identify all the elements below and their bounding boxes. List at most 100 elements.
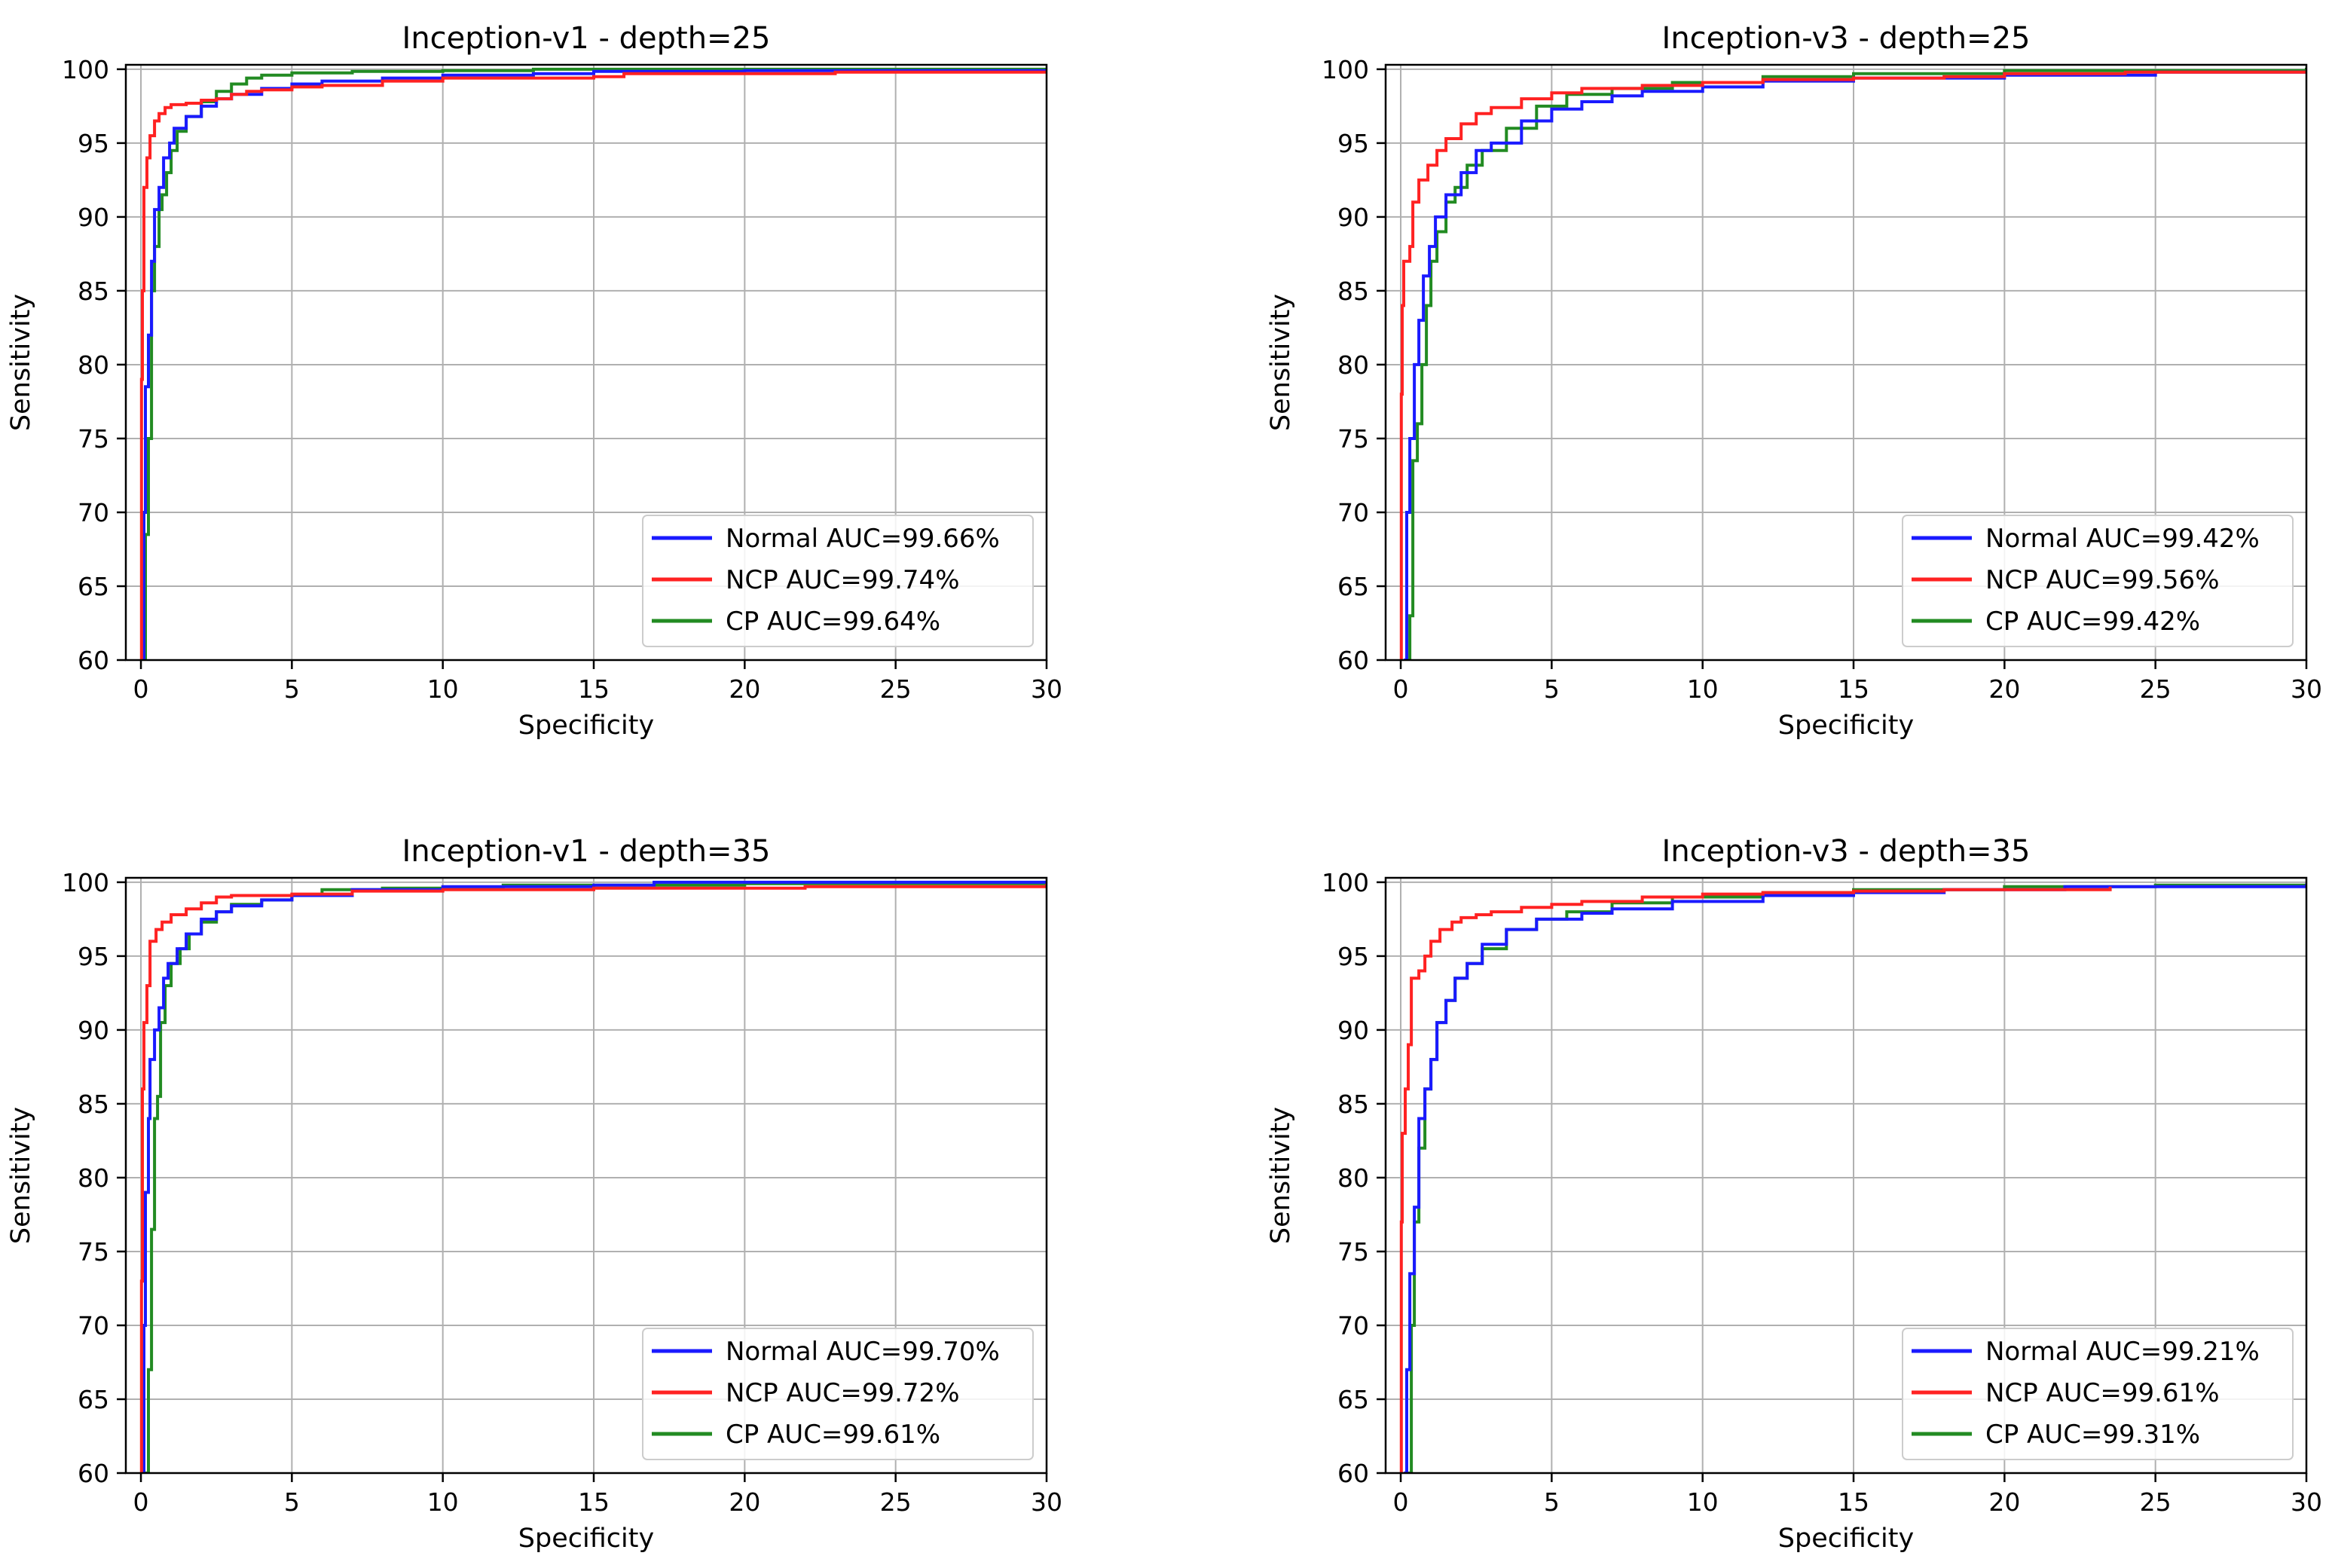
x-tick-label: 25 <box>2140 1487 2172 1517</box>
legend-label-normal: Normal AUC=99.70% <box>726 1337 1000 1367</box>
series-line-normal <box>142 69 1047 660</box>
legend-label-normal: Normal AUC=99.42% <box>1985 524 2260 554</box>
y-tick-label: 100 <box>62 868 109 897</box>
x-tick-label: 30 <box>2291 674 2322 704</box>
legend: Normal AUC=99.70% NCP AUC=99.72% CP AUC=99… <box>642 1328 1034 1460</box>
legend-label-cp: CP AUC=99.31% <box>1985 1420 2200 1450</box>
x-tick-label: 30 <box>2291 1487 2322 1517</box>
y-tick-label: 65 <box>1337 1385 1369 1414</box>
y-tick-label: 75 <box>78 1237 109 1267</box>
x-axis-label: Specificity <box>518 711 654 741</box>
x-axis-label: Specificity <box>1778 1524 1914 1554</box>
x-tick-label: 5 <box>1544 674 1560 704</box>
y-tick-label: 80 <box>78 1163 109 1193</box>
y-axis-label: Sensitivity <box>1266 294 1296 431</box>
x-tick-label: 20 <box>1988 674 2020 704</box>
y-tick-label: 70 <box>1337 498 1369 527</box>
y-tick-label: 90 <box>78 203 109 232</box>
x-tick-label: 5 <box>1544 1487 1560 1517</box>
legend: Normal AUC=99.42% NCP AUC=99.56% CP AUC=99… <box>1902 515 2294 647</box>
series-line-normal <box>1404 883 2306 1473</box>
x-tick-label: 10 <box>1687 674 1719 704</box>
x-tick-label: 10 <box>427 674 459 704</box>
x-tick-label: 0 <box>133 674 149 704</box>
x-tick-label: 0 <box>1393 1487 1409 1517</box>
x-tick-label: 5 <box>284 1487 300 1517</box>
y-tick-label: 90 <box>1337 1016 1369 1045</box>
y-tick-label: 70 <box>1337 1311 1369 1340</box>
x-tick-label: 5 <box>284 674 300 704</box>
x-tick-label: 20 <box>1988 1487 2020 1517</box>
axes-frame <box>1384 876 2308 1475</box>
y-tick-label: 80 <box>1337 1163 1369 1193</box>
y-tick-label: 60 <box>1337 646 1369 675</box>
legend-label-normal: Normal AUC=99.66% <box>726 524 1000 554</box>
legend: Normal AUC=99.66% NCP AUC=99.74% CP AUC=99… <box>642 515 1034 647</box>
chart-panel-1: 0 5 10 15 20 25 30 60 65 70 75 80 85 90 95 100 Inception… <box>6 21 1062 741</box>
x-tick-label: 10 <box>427 1487 459 1517</box>
y-tick-label: 85 <box>78 1090 109 1119</box>
x-tick-label: 0 <box>133 1487 149 1517</box>
x-tick-label: 15 <box>578 674 610 704</box>
legend-label-ncp: NCP AUC=99.56% <box>1985 565 2220 595</box>
y-tick-label: 95 <box>78 942 109 971</box>
legend-box <box>1902 515 2294 647</box>
y-tick-label: 75 <box>78 424 109 454</box>
chart-panel-3: 0 5 10 15 20 25 30 60 65 70 75 80 85 90 95 100 Inception… <box>6 834 1062 1554</box>
x-tick-label: 30 <box>1031 1487 1062 1517</box>
series-line-ncp <box>1399 886 2112 1473</box>
legend-box <box>642 1328 1034 1460</box>
y-tick-label: 75 <box>1337 1237 1369 1267</box>
legend-box <box>642 515 1034 647</box>
x-tick-label: 25 <box>880 674 912 704</box>
x-tick-label: 25 <box>2140 674 2172 704</box>
chart-panel-4: 0 5 10 15 20 25 30 60 65 70 75 80 85 90 95 100 Inception… <box>1266 834 2322 1554</box>
y-tick-label: 65 <box>78 572 109 601</box>
legend-label-ncp: NCP AUC=99.72% <box>726 1378 960 1408</box>
legend-label-cp: CP AUC=99.64% <box>726 607 940 637</box>
y-tick-label: 90 <box>78 1016 109 1045</box>
x-tick-label: 15 <box>1838 674 1869 704</box>
chart-title: Inception-v1 - depth=25 <box>402 21 771 56</box>
y-tick-label: 100 <box>62 55 109 84</box>
y-tick-label: 95 <box>1337 129 1369 158</box>
x-tick-label: 15 <box>1838 1487 1869 1517</box>
y-tick-label: 85 <box>1337 1090 1369 1119</box>
y-tick-label: 60 <box>78 1459 109 1488</box>
x-axis-label: Specificity <box>518 1524 654 1554</box>
axes-frame <box>1384 63 2308 662</box>
axes-frame <box>124 876 1048 1475</box>
x-tick-label: 25 <box>880 1487 912 1517</box>
x-tick-label: 20 <box>729 1487 760 1517</box>
y-tick-label: 70 <box>78 1311 109 1340</box>
y-tick-label: 80 <box>1337 350 1369 380</box>
y-axis-label: Sensitivity <box>1266 1107 1296 1244</box>
y-tick-label: 100 <box>1322 868 1369 897</box>
y-tick-label: 100 <box>1322 55 1369 84</box>
series-line-ncp <box>139 883 1047 1473</box>
legend-box <box>1902 1328 2294 1460</box>
y-axis-label: Sensitivity <box>6 1107 36 1244</box>
series-line-ncp <box>139 70 1047 660</box>
legend-label-ncp: NCP AUC=99.74% <box>726 565 960 595</box>
y-tick-label: 60 <box>78 646 109 675</box>
y-tick-label: 85 <box>78 277 109 306</box>
y-tick-label: 70 <box>78 498 109 527</box>
x-tick-label: 10 <box>1687 1487 1719 1517</box>
axes-frame <box>124 63 1048 662</box>
series-line-ncp <box>1399 70 2306 660</box>
y-axis-label: Sensitivity <box>6 294 36 431</box>
x-tick-label: 15 <box>578 1487 610 1517</box>
x-tick-label: 20 <box>729 674 760 704</box>
y-tick-label: 75 <box>1337 424 1369 454</box>
y-tick-label: 95 <box>78 129 109 158</box>
chart-title: Inception-v1 - depth=35 <box>402 834 771 869</box>
x-tick-label: 30 <box>1031 674 1062 704</box>
chart-title: Inception-v3 - depth=25 <box>1662 21 2031 56</box>
legend-label-normal: Normal AUC=99.21% <box>1985 1337 2260 1367</box>
y-tick-label: 80 <box>78 350 109 380</box>
x-axis-label: Specificity <box>1778 711 1914 741</box>
legend: Normal AUC=99.21% NCP AUC=99.61% CP AUC=99… <box>1902 1328 2294 1460</box>
